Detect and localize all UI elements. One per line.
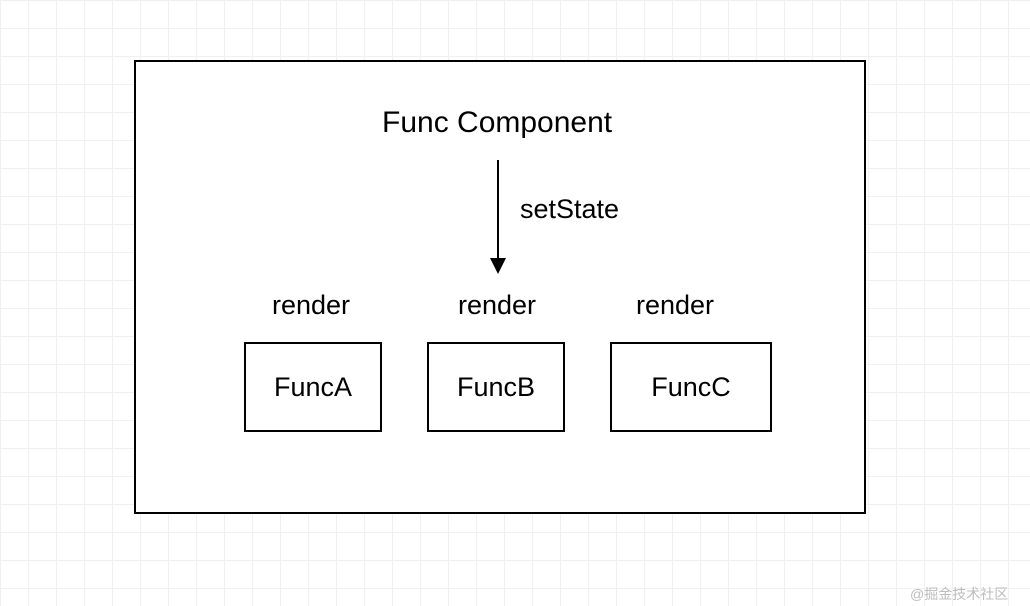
func-box-b: FuncB <box>427 342 565 432</box>
func-box-b-label: FuncB <box>457 372 535 403</box>
func-box-c-label: FuncC <box>651 372 731 403</box>
arrow-head-icon <box>490 258 506 274</box>
func-box-c: FuncC <box>610 342 772 432</box>
func-box-a: FuncA <box>244 342 382 432</box>
arrow-line <box>497 160 499 260</box>
render-label-b: render <box>458 290 536 321</box>
render-label-c: render <box>636 290 714 321</box>
func-box-a-label: FuncA <box>274 372 352 403</box>
render-label-a: render <box>272 290 350 321</box>
diagram-title: Func Component <box>382 106 612 140</box>
watermark: @掘金技术社区 <box>910 584 1008 604</box>
edge-label-setstate: setState <box>520 194 619 225</box>
